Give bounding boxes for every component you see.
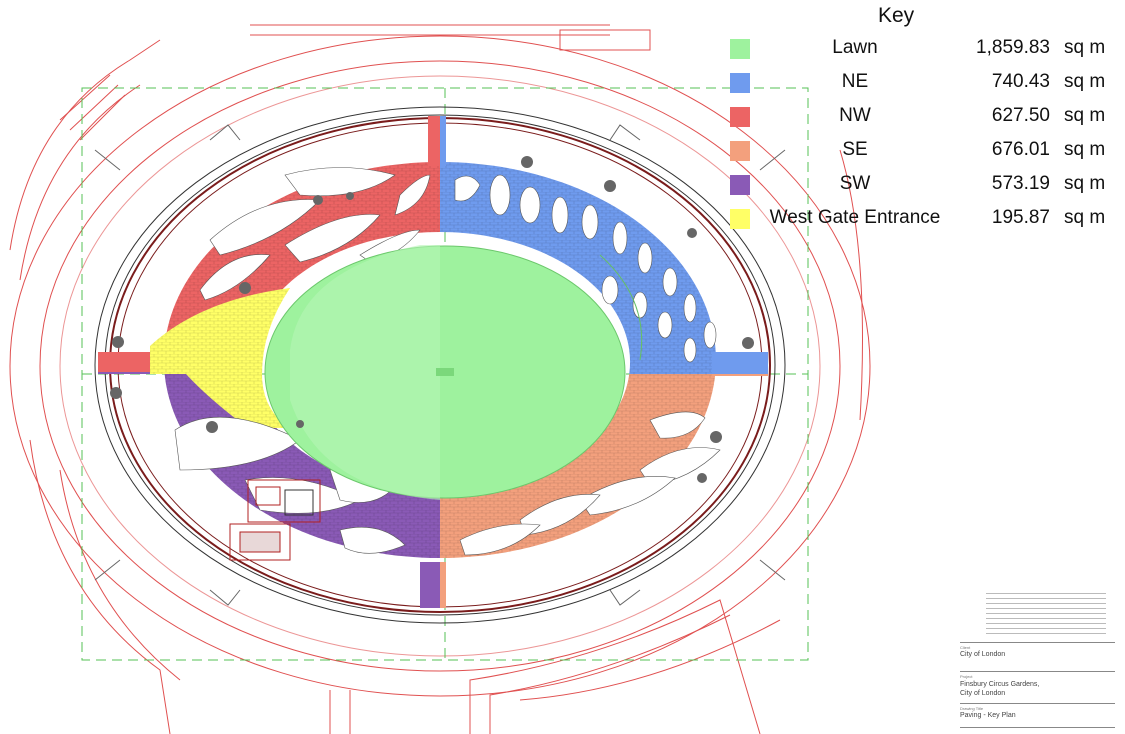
project-line-2: City of London <box>960 690 1006 697</box>
south-entrance-path <box>420 562 440 608</box>
key-row-west-gate: West Gate Entrance 195.87 sq m <box>720 205 1120 235</box>
key-row-ne: NE 740.43 sq m <box>720 69 1120 99</box>
key-unit: sq m <box>1064 37 1106 58</box>
trees <box>110 156 754 483</box>
drawing-title: Paving - Key Plan <box>960 712 1016 719</box>
key-value: 573.19 <box>991 173 1050 194</box>
key-label: SW <box>839 173 871 194</box>
key-unit: sq m <box>1064 105 1106 126</box>
key-row-lawn: Lawn 1,859.83 sq m <box>720 35 1120 65</box>
key-value: 195.87 <box>991 207 1050 228</box>
pavilion-building <box>229 479 321 561</box>
key-unit: sq m <box>1064 207 1106 228</box>
key-label: West Gate Entrance <box>769 207 941 228</box>
swatch-lawn <box>730 39 750 59</box>
swatch-sw <box>730 175 750 195</box>
drawing-title-block: Client City of London Project Finsbury C… <box>960 585 1115 734</box>
swatch-ne <box>730 73 750 93</box>
swatch-se <box>730 141 750 161</box>
perimeter-paths <box>94 106 786 624</box>
project-caption: Project <box>960 674 973 679</box>
key-unit: sq m <box>1064 71 1106 92</box>
swatch-west-gate <box>730 209 750 229</box>
key-row-nw: NW 627.50 sq m <box>720 103 1120 133</box>
site-key-plan <box>9 24 871 734</box>
project-line-1: Finsbury Circus Gardens, <box>960 681 1040 688</box>
key-label: Lawn <box>832 37 878 58</box>
context-building-outlines <box>9 24 871 734</box>
client-name: City of London <box>960 651 1006 658</box>
key-row-sw: SW 573.19 sq m <box>720 171 1120 201</box>
key-title: Key <box>878 4 915 27</box>
key-value: 740.43 <box>991 71 1050 92</box>
east-entrance-path <box>712 352 768 374</box>
swatch-nw <box>730 107 750 127</box>
key-value: 1,859.83 <box>976 37 1050 58</box>
drawing-title-caption: Drawing Title <box>960 706 984 711</box>
key-unit: sq m <box>1064 139 1106 160</box>
key-value: 627.50 <box>991 105 1050 126</box>
north-entrance-path <box>428 116 442 166</box>
revision-table <box>960 585 1115 643</box>
key-value: 676.01 <box>991 139 1050 160</box>
client-caption: Client <box>960 645 971 650</box>
key-label: SE <box>842 139 868 160</box>
key-unit: sq m <box>1064 173 1106 194</box>
key-label: NE <box>841 71 869 92</box>
key-row-se: SE 676.01 sq m <box>720 137 1120 167</box>
planting-beds <box>174 167 721 556</box>
key-label: NW <box>839 105 871 126</box>
